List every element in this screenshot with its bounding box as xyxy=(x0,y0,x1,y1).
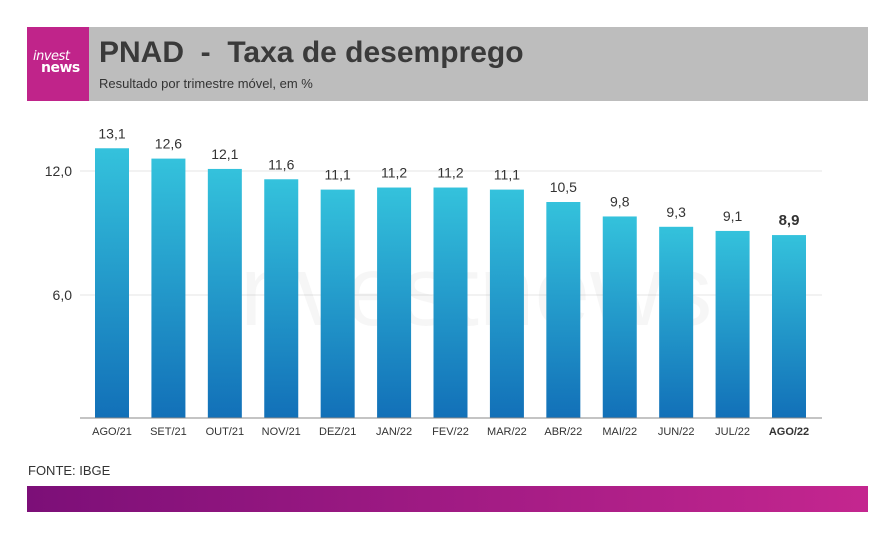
x-tick-label: AGO/22 xyxy=(769,426,809,438)
source-note: FONTE: IBGE xyxy=(28,463,111,478)
value-label: 12,1 xyxy=(211,146,238,162)
bar-out-21 xyxy=(207,168,242,418)
bar-dez-21 xyxy=(320,189,355,418)
x-tick-label: ABR/22 xyxy=(544,426,582,438)
bar-abr-22 xyxy=(546,202,581,418)
x-tick-label: MAI/22 xyxy=(602,426,637,438)
bar-jun-22 xyxy=(659,226,694,418)
value-label: 11,6 xyxy=(268,156,294,172)
value-label: 9,1 xyxy=(723,208,743,224)
bar-set-21 xyxy=(151,158,186,418)
x-tick-label: JUN/22 xyxy=(658,426,695,438)
x-tick-label: JUL/22 xyxy=(715,426,750,438)
x-axis: AGO/21 SET/21 OUT/21 NOV/21 DEZ/21 JAN/22 FEV/… xyxy=(80,417,822,438)
x-tick-label: MAR/22 xyxy=(487,426,527,438)
value-label: 9,8 xyxy=(610,193,630,209)
value-label: 10,5 xyxy=(550,179,577,195)
value-labels: 13,1 12,6 12,1 11,6 11,1 11,2 11,2 11,1 10,5 9,8 9… xyxy=(98,125,799,229)
value-label: 9,3 xyxy=(666,204,686,220)
value-label: 11,1 xyxy=(494,167,520,183)
value-label: 11,2 xyxy=(437,165,463,181)
chart-title: PNAD - Taxa de desemprego xyxy=(99,36,524,69)
value-label: 12,6 xyxy=(155,136,182,152)
investnews-logo: invest news xyxy=(27,27,89,101)
x-tick-label: NOV/21 xyxy=(262,426,301,438)
x-tick-label: FEV/22 xyxy=(432,426,469,438)
chart-subtitle: Resultado por trimestre móvel, em % xyxy=(99,76,313,91)
x-tick-label: JAN/22 xyxy=(376,426,412,438)
footer-bar xyxy=(27,486,868,512)
logo-text-invest: invest xyxy=(33,49,70,64)
x-tick-label: OUT/21 xyxy=(206,426,245,438)
value-label: 13,1 xyxy=(98,125,125,141)
x-tick-label: AGO/21 xyxy=(92,426,132,438)
bar-mai-22 xyxy=(602,216,637,418)
bar-fev-22 xyxy=(433,187,468,418)
logo-text-news: news xyxy=(41,60,80,76)
value-label: 11,1 xyxy=(325,167,351,183)
y-axis: 6,0 12,0 xyxy=(45,163,72,303)
y-tick-label: 6,0 xyxy=(53,287,73,303)
bar-ago-22 xyxy=(772,235,806,418)
value-label: 8,9 xyxy=(779,212,800,229)
value-label: 11,2 xyxy=(381,165,407,181)
bar-jul-22 xyxy=(715,230,750,418)
bar-jan-22 xyxy=(377,187,412,418)
bars xyxy=(95,148,806,418)
y-tick-label: 12,0 xyxy=(45,163,72,179)
bar-ago-21 xyxy=(95,148,129,418)
bar-mar-22 xyxy=(489,189,524,418)
chart-header: invest news PNAD - Taxa de desemprego Re… xyxy=(27,27,868,101)
x-tick-label: SET/21 xyxy=(150,426,187,438)
bar-nov-21 xyxy=(264,179,299,418)
x-tick-label: DEZ/21 xyxy=(319,426,356,438)
